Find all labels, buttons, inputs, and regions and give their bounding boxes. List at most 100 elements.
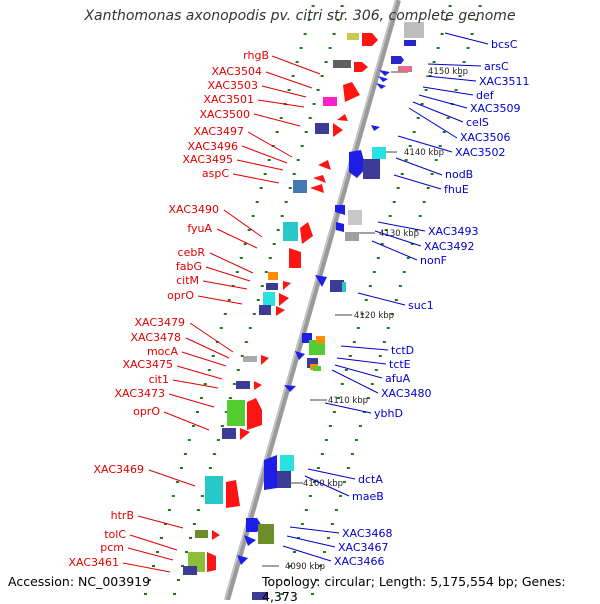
guide-dot (324, 439, 328, 441)
guide-dot (392, 201, 396, 203)
guide-dot (243, 243, 247, 245)
label-htrB: htrB (111, 509, 134, 522)
right-leader-line (357, 292, 406, 306)
guide-dot (446, 117, 450, 119)
guide-dot (259, 187, 263, 189)
guide-dot (330, 523, 334, 525)
label-XAC3478: XAC3478 (130, 331, 181, 344)
label-XAC3480: XAC3480 (381, 387, 432, 400)
guide-dot (319, 565, 322, 567)
guide-dot (323, 551, 326, 553)
guide-dot (287, 89, 291, 91)
left-leader-line (168, 393, 215, 408)
guide-dot (173, 593, 176, 595)
guide-dot (356, 327, 360, 329)
guide-dot (436, 47, 440, 49)
guide-dot (448, 5, 452, 7)
guide-dot (422, 201, 426, 203)
guide-dot (430, 173, 434, 175)
label-nonF: nonF (420, 254, 447, 267)
guide-dot (398, 285, 402, 287)
label-XAC3490: XAC3490 (168, 203, 219, 216)
guide-dot (418, 215, 422, 217)
left-leader-line (253, 113, 301, 127)
tick-4110: 4110 kbp (328, 396, 368, 406)
guide-dot (244, 341, 248, 343)
guide-dot (175, 481, 179, 483)
guide-dot (320, 75, 324, 77)
guide-dot (438, 145, 442, 147)
label-nodB: nodB (445, 168, 473, 181)
guide-dot (148, 579, 151, 581)
left-leader-line (137, 515, 184, 529)
right-leader-line (395, 157, 443, 176)
guide-dot (212, 453, 216, 455)
guide-dot (185, 551, 188, 553)
left-leader-line (181, 351, 227, 367)
genome-backbone (224, 0, 401, 600)
right-leader-line (336, 357, 387, 365)
guide-dot (171, 495, 175, 497)
label-bcsC: bcsC (491, 38, 518, 51)
label-XAC3473: XAC3473 (114, 387, 165, 400)
tick-4120: 4120 kbp (354, 311, 394, 321)
guide-dot (207, 369, 211, 371)
guide-dot (454, 89, 458, 91)
guide-dot (196, 509, 200, 511)
guide-dot (458, 75, 462, 77)
guide-dot (336, 397, 340, 399)
guide-dot (285, 579, 288, 581)
guide-dot (327, 537, 330, 539)
guide-dot (390, 313, 394, 315)
guide-dot (187, 439, 191, 441)
guide-dot (424, 89, 428, 91)
guide-dot (293, 551, 296, 553)
guide-dot (414, 229, 418, 231)
guide-dot (239, 257, 243, 259)
label-XAC3511: XAC3511 (479, 75, 530, 88)
guide-dot (412, 131, 416, 133)
left-leader-line (236, 159, 284, 171)
guide-dot (272, 243, 276, 245)
left-leader-line (257, 99, 305, 108)
guide-dot (316, 467, 320, 469)
label-ybhD: ybhD (374, 407, 403, 420)
guide-dot (300, 145, 304, 147)
left-leader-line (209, 252, 254, 274)
guide-dot (442, 131, 446, 133)
guide-dot (152, 565, 155, 567)
right-leader-line (304, 475, 350, 497)
label-leaders (122, 32, 489, 573)
label-afuA: afuA (385, 372, 411, 385)
guide-dot (354, 439, 358, 441)
label-XAC3503: XAC3503 (207, 79, 258, 92)
accession-text: Accession: NC_003919 (8, 574, 151, 589)
guide-dot (267, 159, 271, 161)
left-leader-line (232, 173, 280, 184)
guide-dot (308, 117, 312, 119)
right-gene-features (237, 22, 424, 600)
guide-dot (195, 411, 199, 413)
guide-dot (252, 313, 256, 315)
guide-dot (324, 61, 328, 63)
guide-dot (235, 271, 239, 273)
label-XAC3500: XAC3500 (199, 108, 250, 121)
label-XAC3475: XAC3475 (122, 358, 173, 371)
left-leader-line (216, 228, 258, 249)
guide-dot (307, 19, 311, 21)
guide-dot (251, 215, 255, 217)
right-leader-line (307, 468, 356, 480)
guide-dot (396, 187, 400, 189)
guide-dot (296, 159, 300, 161)
label-citM: citM (176, 274, 199, 287)
guide-dot (255, 201, 259, 203)
guide-dot (332, 33, 336, 35)
guide-dot (291, 75, 295, 77)
right-leader-line (286, 535, 336, 548)
guide-dot (312, 481, 316, 483)
guide-dot (370, 383, 374, 385)
label-aspC: aspC (202, 167, 229, 180)
guide-dot (144, 593, 147, 595)
right-leader-line (324, 402, 372, 414)
